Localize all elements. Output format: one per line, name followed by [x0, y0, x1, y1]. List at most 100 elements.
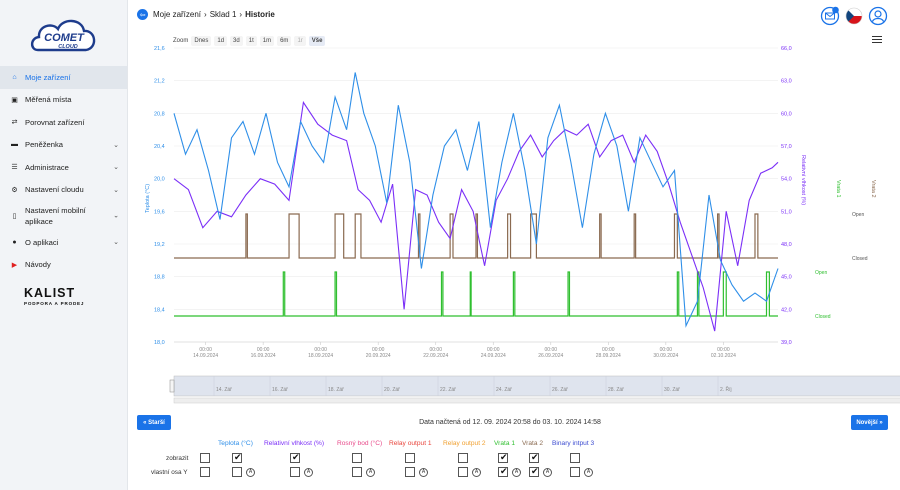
- comet-cloud-logo[interactable]: COMET CLOUD: [28, 14, 100, 60]
- chevron-down-icon: ⌄: [113, 186, 119, 194]
- navigator-label: 26. Zář: [552, 387, 568, 393]
- zoom-option[interactable]: 1r: [294, 36, 306, 46]
- x-tick-date: 26.09.2024: [538, 353, 563, 359]
- axis-settings-icon[interactable]: A: [246, 467, 255, 477]
- own-axis-checkbox[interactable]: [529, 466, 539, 477]
- navigator-band[interactable]: [173, 375, 900, 397]
- back-icon[interactable]: ⇦: [137, 9, 148, 20]
- own-axis-checkbox[interactable]: [352, 467, 362, 477]
- navigator-left-handle[interactable]: [169, 379, 175, 393]
- zoom-option[interactable]: Dnes: [191, 36, 212, 46]
- axis-settings-icon[interactable]: A: [366, 467, 375, 477]
- sidebar-item-5[interactable]: ⚙ Nastavení cloudu ⌄: [0, 179, 127, 202]
- admin-icon: ☰: [11, 164, 18, 172]
- older-arrow-icon: «: [143, 419, 147, 426]
- sidebar-item-6[interactable]: ▯ Nastavení mobilní aplikace ⌄: [0, 201, 127, 231]
- sidebar-item-4[interactable]: ☰ Administrace ⌄: [0, 156, 127, 179]
- y-right-tick-label: 42,0: [781, 307, 792, 313]
- x-tick-time: 00:00: [314, 347, 327, 353]
- show-series-checkbox[interactable]: [570, 453, 580, 463]
- chart-menu-icon[interactable]: [872, 36, 882, 44]
- sidebar-item-1[interactable]: ▣ Měřená místa: [0, 89, 127, 112]
- navigator-scrollbar[interactable]: [173, 397, 900, 404]
- breadcrumb-item-device[interactable]: Sklad 1: [209, 10, 237, 19]
- history-chart[interactable]: 21,6 21,2 20,8 20,4 20,0 19,6 19,2 18,8 18,4 18,0…: [130, 40, 900, 410]
- axis-settings-icon[interactable]: A: [304, 467, 313, 477]
- own-axis-checkbox[interactable]: [290, 467, 300, 477]
- show-series-checkbox[interactable]: [232, 452, 242, 463]
- own-axis-row-label: vlastní osa Y: [151, 469, 188, 476]
- zoom-option[interactable]: Vše: [308, 36, 326, 46]
- chevron-down-icon: ⌄: [113, 164, 119, 172]
- axis-settings-icon[interactable]: A: [512, 467, 521, 477]
- show-series-checkbox[interactable]: [458, 453, 468, 463]
- cloud-settings-icon: ⚙: [11, 186, 18, 194]
- zoom-option[interactable]: 3d: [230, 36, 243, 46]
- sidebar: COMET CLOUD ⌂ Moje zařízení ▣ Měřená místa ⇄…: [0, 0, 128, 490]
- vrata1-axis-title: Vrata 1: [835, 180, 841, 198]
- notifications-icon[interactable]: [820, 6, 840, 26]
- zoom-option[interactable]: 6m: [277, 36, 292, 46]
- sidebar-item-label: Administrace: [25, 162, 69, 172]
- x-tick-date: 16.09.2024: [251, 353, 276, 359]
- navigator-label: 22. Zář: [440, 387, 456, 393]
- vrata2-series-line: [174, 213, 778, 259]
- zoom-option[interactable]: 1t: [245, 36, 257, 46]
- axis-settings-icon[interactable]: A: [584, 467, 593, 477]
- czech-flag-icon[interactable]: [845, 7, 863, 25]
- logo-sub: CLOUD: [58, 44, 78, 50]
- axis-settings-icon[interactable]: A: [543, 467, 552, 477]
- y-right-tick-label: 63,0: [781, 79, 792, 85]
- sidebar-item-label: Nastavení mobilní aplikace: [25, 206, 86, 226]
- show-series-checkbox[interactable]: [498, 452, 508, 463]
- navigator-label: 30. Zář: [664, 387, 680, 393]
- y-right-tick-label: 60,0: [781, 111, 792, 117]
- y-right-tick-label: 57,0: [781, 144, 792, 150]
- vrata1-closed-label: Closed: [815, 314, 831, 320]
- user-account-icon[interactable]: [868, 6, 888, 26]
- show-series-checkbox[interactable]: [352, 453, 362, 463]
- zoom-option[interactable]: 1m: [259, 36, 275, 46]
- navigator-label: 14. Zář: [216, 387, 232, 393]
- show-all-checkbox[interactable]: [200, 453, 210, 463]
- show-series-checkbox[interactable]: [290, 452, 300, 463]
- own-axis-checkbox[interactable]: [232, 467, 242, 477]
- vrata2-axis-title: Vrata 2: [870, 180, 876, 198]
- own-axis-checkbox[interactable]: [570, 467, 580, 477]
- navigator-label: 2. Říj: [720, 385, 732, 393]
- own-axis-all-checkbox[interactable]: [200, 467, 210, 477]
- zoom-option[interactable]: 1d: [214, 36, 228, 46]
- x-tick-time: 00:00: [602, 347, 615, 353]
- sidebar-item-0[interactable]: ⌂ Moje zařízení: [0, 66, 127, 89]
- show-series-checkbox[interactable]: [405, 453, 415, 463]
- own-axis-checkbox[interactable]: [458, 467, 468, 477]
- mobile-icon: ▯: [12, 212, 17, 220]
- older-button[interactable]: « Starší: [137, 415, 171, 430]
- y-left-axis-title: Teplota (°C): [145, 184, 151, 213]
- sidebar-item-7[interactable]: ● O aplikaci ⌄: [0, 231, 127, 254]
- y-right-tick-label: 51,0: [781, 209, 792, 215]
- series-label: Relativní vlhkost (%): [264, 440, 325, 447]
- sidebar-item-8[interactable]: ▶ Návody: [0, 254, 127, 277]
- loaded-range-text: Data načtená od 12. 09. 2024 20:58 do 03…: [419, 419, 601, 426]
- axis-settings-icon[interactable]: A: [419, 467, 428, 477]
- sidebar-item-label: Porovnat zařízení: [25, 117, 85, 127]
- partner-sub: PODPORA A PRODEJ: [24, 301, 85, 306]
- newer-button[interactable]: Novější »: [851, 415, 888, 430]
- navigator-label: 16. Zář: [272, 387, 288, 393]
- sidebar-item-3[interactable]: ▬ Peněženka ⌄: [0, 134, 127, 157]
- sidebar-item-label: Měřená místa: [25, 95, 72, 105]
- x-tick-date: 20.09.2024: [366, 353, 391, 359]
- sidebar-item-2[interactable]: ⇄ Porovnat zařízení: [0, 111, 127, 134]
- vrata1-open-label: Open: [815, 270, 827, 276]
- axis-settings-icon[interactable]: A: [472, 467, 481, 477]
- own-axis-checkbox[interactable]: [498, 466, 508, 477]
- x-tick-time: 00:00: [660, 347, 673, 353]
- show-series-checkbox[interactable]: [529, 452, 539, 463]
- breadcrumb-item-devices[interactable]: Moje zařízení: [153, 10, 202, 19]
- x-tick-time: 00:00: [487, 347, 500, 353]
- own-axis-checkbox[interactable]: [405, 467, 415, 477]
- navigator-label: 28. Zář: [608, 387, 624, 393]
- temperature-series-line: [173, 72, 779, 328]
- y-left-tick-label: 18,0: [154, 340, 165, 346]
